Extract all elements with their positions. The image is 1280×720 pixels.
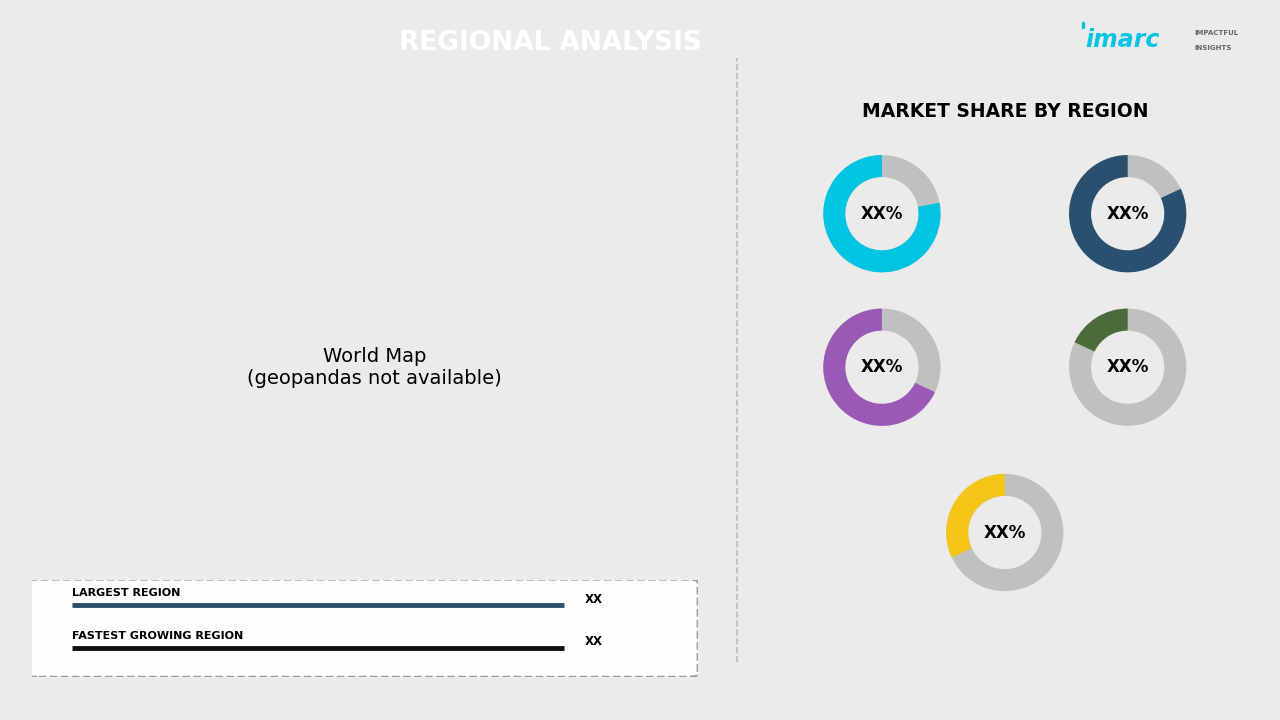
Wedge shape (946, 474, 1005, 557)
Text: XX%: XX% (983, 523, 1027, 541)
Text: XX%: XX% (1106, 204, 1149, 222)
Text: LARGEST REGION: LARGEST REGION (72, 588, 180, 598)
Text: XX: XX (585, 635, 603, 648)
Text: World Map
(geopandas not available): World Map (geopandas not available) (247, 347, 502, 387)
Text: REGIONAL ANALYSIS: REGIONAL ANALYSIS (399, 30, 701, 56)
Wedge shape (823, 155, 941, 272)
Wedge shape (946, 474, 1064, 591)
Wedge shape (823, 309, 941, 426)
Text: MARKET SHARE BY REGION: MARKET SHARE BY REGION (861, 102, 1148, 120)
Wedge shape (1069, 155, 1187, 272)
Text: XX%: XX% (860, 358, 904, 376)
Text: XX%: XX% (1106, 358, 1149, 376)
Wedge shape (1069, 155, 1187, 272)
Wedge shape (1075, 309, 1128, 351)
Wedge shape (823, 309, 934, 426)
Text: imarc: imarc (1085, 28, 1160, 53)
Wedge shape (823, 155, 941, 272)
Text: INSIGHTS: INSIGHTS (1194, 45, 1231, 51)
Text: IMPACTFUL: IMPACTFUL (1194, 30, 1238, 36)
FancyBboxPatch shape (26, 580, 698, 677)
Wedge shape (1069, 309, 1187, 426)
Text: FASTEST GROWING REGION: FASTEST GROWING REGION (72, 631, 243, 641)
Text: XX%: XX% (860, 204, 904, 222)
Text: XX: XX (585, 593, 603, 606)
